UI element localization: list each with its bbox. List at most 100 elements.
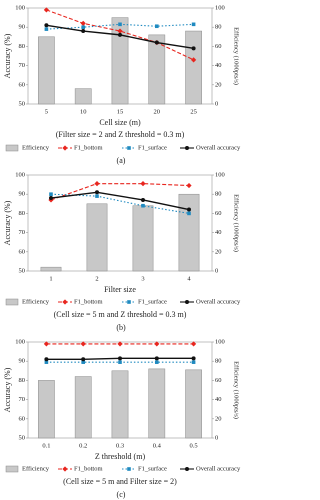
y-tick-label: 80 bbox=[19, 210, 26, 217]
y-tick-label: 80 bbox=[19, 43, 26, 50]
point bbox=[154, 356, 159, 361]
point bbox=[94, 181, 100, 187]
y-tick-label: 70 bbox=[19, 62, 26, 69]
y-tick-label: 90 bbox=[19, 191, 26, 198]
x-tick-label: 25 bbox=[190, 108, 197, 115]
bar bbox=[148, 368, 166, 439]
point bbox=[191, 341, 197, 347]
legend-marker bbox=[62, 145, 68, 151]
legend-swatch bbox=[5, 144, 19, 152]
y2-tick-label: 20 bbox=[215, 81, 222, 88]
x-axis-title: Filter size bbox=[104, 285, 136, 294]
bar bbox=[178, 193, 200, 272]
y2-tick-label: 20 bbox=[215, 248, 222, 255]
point bbox=[187, 207, 191, 212]
legend-marker bbox=[62, 299, 68, 305]
legend-marker bbox=[127, 467, 131, 471]
point bbox=[191, 360, 196, 364]
legend-label: F1_surface bbox=[138, 465, 167, 472]
y2-tick-label: 0 bbox=[215, 100, 218, 107]
y-tick-label: 60 bbox=[19, 248, 26, 255]
bar bbox=[185, 30, 202, 105]
bar bbox=[148, 34, 166, 105]
point bbox=[95, 194, 99, 198]
x-tick-label: 0.2 bbox=[79, 442, 87, 449]
y2-tick-label: 40 bbox=[215, 62, 222, 69]
point bbox=[80, 20, 86, 26]
point bbox=[44, 23, 49, 28]
point bbox=[49, 192, 53, 196]
point bbox=[44, 357, 49, 362]
y-tick-label: 80 bbox=[19, 377, 26, 384]
y2-tick-label: 0 bbox=[215, 434, 218, 441]
point bbox=[43, 341, 49, 347]
point bbox=[191, 22, 196, 27]
point bbox=[118, 360, 122, 364]
point bbox=[155, 360, 159, 364]
caption: (Cell size = 5 m and Filter size = 2) bbox=[63, 477, 177, 486]
y2-tick-label: 40 bbox=[215, 229, 222, 236]
panel-label: (c) bbox=[117, 490, 126, 499]
x-tick-label: 0.3 bbox=[116, 442, 124, 449]
point bbox=[140, 181, 146, 187]
y2-tick-label: 0 bbox=[215, 267, 218, 274]
legend-label: F1_surface bbox=[138, 298, 167, 305]
y2-tick-label: 80 bbox=[215, 24, 222, 31]
point bbox=[191, 46, 196, 51]
legend-label: F1_bottom bbox=[74, 144, 103, 151]
x-tick-label: 4 bbox=[187, 275, 191, 282]
point bbox=[81, 360, 85, 364]
point bbox=[191, 356, 196, 361]
point bbox=[141, 197, 145, 202]
legend-label: F1_bottom bbox=[74, 465, 103, 472]
y-tick-label: 90 bbox=[19, 24, 26, 31]
point bbox=[44, 27, 49, 31]
bar bbox=[132, 205, 154, 272]
point bbox=[118, 22, 122, 27]
y-tick-label: 90 bbox=[19, 358, 26, 365]
point bbox=[141, 203, 145, 208]
line bbox=[50, 183, 190, 201]
x-tick-label: 0.4 bbox=[153, 442, 162, 449]
point bbox=[154, 341, 160, 347]
plot-frame bbox=[27, 174, 213, 272]
legend-marker bbox=[62, 466, 68, 472]
y-tick-label: 60 bbox=[19, 415, 26, 422]
y-tick-label: 50 bbox=[19, 267, 26, 274]
legend-label: Overall accuracy bbox=[196, 144, 241, 151]
x-axis-title: Z threshold (m) bbox=[95, 452, 146, 461]
y-tick-label: 100 bbox=[15, 4, 25, 11]
bar bbox=[40, 266, 62, 272]
point bbox=[80, 341, 86, 347]
x-axis-title: Cell size (m) bbox=[99, 118, 141, 127]
point bbox=[81, 357, 86, 362]
legend-label: F1_surface bbox=[138, 144, 167, 151]
y-tick-label: 70 bbox=[19, 396, 26, 403]
point bbox=[154, 40, 159, 45]
legend-marker bbox=[185, 467, 189, 471]
legend-label: Overall accuracy bbox=[196, 465, 241, 472]
x-tick-label: 20 bbox=[154, 108, 161, 115]
legend-marker bbox=[127, 300, 131, 304]
panel-label: (a) bbox=[117, 156, 126, 165]
y2-tick-label: 60 bbox=[215, 210, 222, 217]
bar bbox=[74, 88, 92, 105]
y-tick-label: 70 bbox=[19, 229, 26, 236]
legend-marker bbox=[127, 146, 131, 150]
point bbox=[81, 29, 86, 34]
y2-axis-title: Efficiency (1000pts/s) bbox=[233, 361, 240, 419]
legend-label: Efficiency bbox=[22, 465, 50, 472]
caption: (Filter size = 2 and Z threshold = 0.3 m… bbox=[56, 130, 185, 139]
legend-marker bbox=[185, 300, 189, 304]
x-tick-label: 15 bbox=[117, 108, 124, 115]
bar bbox=[38, 380, 55, 439]
point bbox=[43, 7, 49, 13]
y2-tick-label: 80 bbox=[215, 358, 222, 365]
y-tick-label: 50 bbox=[19, 100, 26, 107]
y-tick-label: 50 bbox=[19, 434, 26, 441]
line bbox=[50, 191, 190, 211]
point bbox=[118, 32, 122, 37]
point bbox=[117, 28, 123, 34]
y2-tick-label: 80 bbox=[215, 191, 222, 198]
